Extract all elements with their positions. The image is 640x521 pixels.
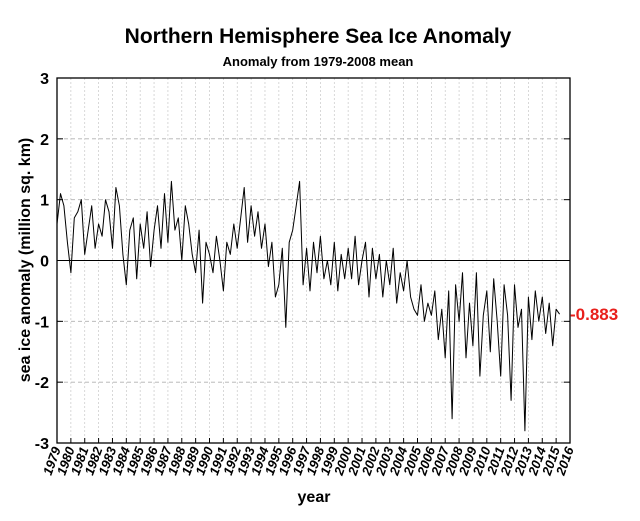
anomaly-series-line <box>56 180 561 432</box>
y-axis-label: sea ice anomaly (million sq. km) <box>17 138 34 383</box>
y-tick-label: -3 <box>35 436 49 453</box>
y-tick-label: -1 <box>35 314 49 331</box>
axes <box>56 77 571 444</box>
chart-subtitle: Anomaly from 1979-2008 mean <box>223 54 414 69</box>
last-value-label: -0.883 <box>570 305 618 324</box>
x-tick-labels: 1979198019811982198319841985198619871988… <box>40 444 577 478</box>
y-tick-label: 3 <box>40 71 49 88</box>
y-tick-label: -2 <box>35 375 49 392</box>
data-layer <box>56 180 561 432</box>
grid-lines <box>56 77 571 444</box>
y-tick-label: 1 <box>40 193 49 210</box>
x-axis-label: year <box>298 489 331 506</box>
y-tick-label: 2 <box>40 132 49 149</box>
y-tick-label: 0 <box>40 254 49 271</box>
chart-title: Northern Hemisphere Sea Ice Anomaly <box>125 25 512 48</box>
y-tick-labels: -3 -2 -1 0 1 2 3 <box>35 71 49 453</box>
